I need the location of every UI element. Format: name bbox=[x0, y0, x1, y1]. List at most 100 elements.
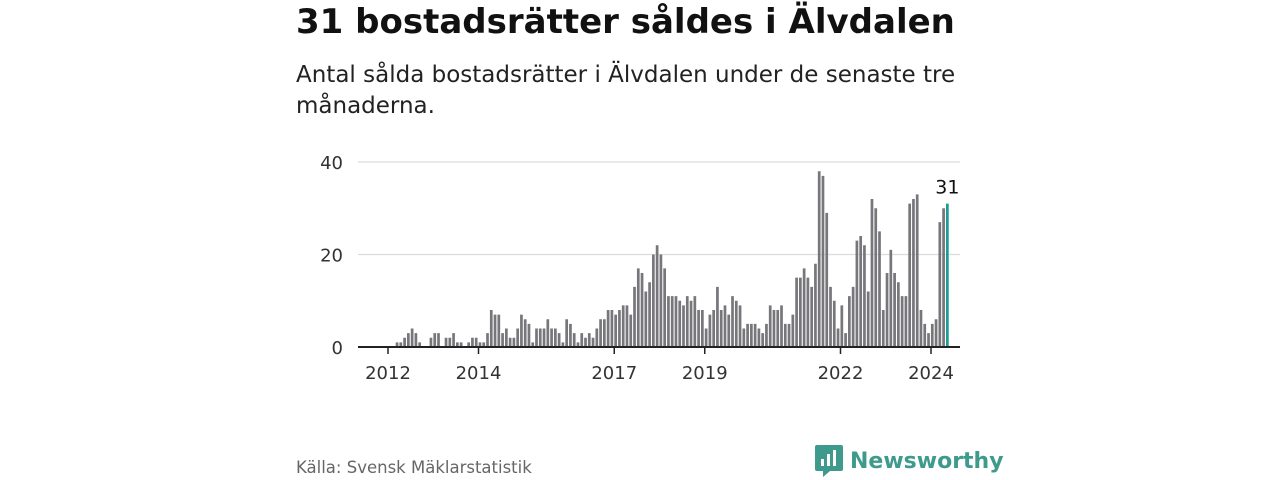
bar-72 bbox=[655, 245, 659, 347]
bar-29 bbox=[493, 314, 497, 348]
bar-43 bbox=[546, 319, 550, 347]
chart-subtitle: Antal sålda bostadsrätter i Älvdalen und… bbox=[296, 62, 956, 119]
bar-12 bbox=[429, 337, 433, 347]
bar-61 bbox=[614, 314, 618, 348]
bar-17 bbox=[448, 337, 452, 347]
bar-121 bbox=[840, 305, 844, 348]
gridlines bbox=[358, 161, 960, 256]
bar-7 bbox=[410, 328, 414, 347]
bar-4 bbox=[399, 342, 403, 348]
bar-88 bbox=[716, 286, 719, 348]
bar-101 bbox=[765, 323, 768, 348]
bar-79 bbox=[682, 305, 685, 348]
bar-14 bbox=[437, 333, 440, 348]
source-note: Källa: Svensk Mäklarstatistik bbox=[296, 458, 532, 477]
bar-129 bbox=[870, 199, 874, 347]
bar-99 bbox=[757, 328, 761, 347]
x-tick-label-2014: 2014 bbox=[456, 363, 502, 384]
bar-81 bbox=[689, 300, 693, 347]
bar-136 bbox=[897, 282, 900, 347]
bar-89 bbox=[719, 310, 723, 347]
bar-145 bbox=[930, 323, 934, 348]
bar-9 bbox=[418, 342, 422, 348]
bar-45 bbox=[554, 328, 557, 347]
bar-41 bbox=[538, 328, 542, 347]
bar-37 bbox=[523, 319, 527, 347]
bar-75 bbox=[667, 296, 670, 348]
bar-16 bbox=[444, 337, 448, 347]
bar-95 bbox=[742, 328, 746, 347]
bar-111 bbox=[802, 268, 806, 348]
bar-87 bbox=[712, 310, 716, 347]
bar-39 bbox=[531, 342, 535, 348]
bar-63 bbox=[621, 305, 625, 348]
labels: 0 20 40 2012 2014 2017 2019 2022 2024 31 bbox=[320, 153, 959, 384]
bar-110 bbox=[799, 277, 802, 348]
bar-128 bbox=[866, 291, 870, 347]
bar-69 bbox=[644, 291, 648, 347]
bar-135 bbox=[893, 273, 896, 347]
bar-13 bbox=[433, 333, 437, 348]
bar-86 bbox=[708, 314, 712, 348]
x-tick-label-2012: 2012 bbox=[365, 363, 411, 384]
bar-24 bbox=[474, 337, 478, 347]
brand-logo[interactable]: Newsworthy bbox=[814, 444, 1004, 478]
bar-82 bbox=[693, 296, 697, 348]
bar-64 bbox=[625, 305, 629, 348]
bar-116 bbox=[821, 175, 825, 348]
bar-138 bbox=[904, 296, 908, 348]
bar-57 bbox=[599, 319, 602, 347]
bar-28 bbox=[489, 310, 493, 347]
bar-65 bbox=[629, 314, 633, 348]
bar-47 bbox=[561, 342, 565, 348]
bar-73 bbox=[659, 254, 663, 347]
bar-32 bbox=[505, 328, 508, 347]
bar-113 bbox=[810, 286, 814, 348]
bar-26 bbox=[482, 342, 486, 348]
bar-125 bbox=[855, 240, 859, 348]
bar-25 bbox=[478, 342, 482, 348]
bar-92 bbox=[731, 296, 734, 348]
bar-58 bbox=[603, 319, 606, 347]
newsworthy-logo-icon bbox=[815, 445, 843, 477]
bar-124 bbox=[851, 286, 855, 348]
x-tick-label-2022: 2022 bbox=[818, 363, 864, 384]
bar-40 bbox=[535, 328, 538, 347]
bar-94 bbox=[738, 305, 742, 348]
bar-137 bbox=[900, 296, 904, 348]
bar-33 bbox=[508, 337, 512, 347]
bar-103 bbox=[772, 310, 776, 347]
bar-48 bbox=[565, 319, 569, 347]
bar-highlight bbox=[946, 203, 949, 348]
bar-80 bbox=[685, 296, 689, 348]
bar-118 bbox=[829, 286, 832, 348]
bar-119 bbox=[832, 300, 836, 347]
bar-34 bbox=[512, 337, 516, 347]
bar-139 bbox=[908, 203, 912, 348]
bar-109 bbox=[795, 277, 798, 348]
bar-76 bbox=[670, 296, 674, 348]
bars bbox=[395, 171, 949, 348]
bar-102 bbox=[768, 305, 772, 348]
bar-20 bbox=[459, 342, 463, 348]
bar-98 bbox=[753, 323, 757, 348]
bar-67 bbox=[636, 268, 640, 348]
bar-78 bbox=[678, 300, 682, 347]
bar-142 bbox=[919, 310, 923, 347]
bar-144 bbox=[927, 333, 930, 348]
bar-93 bbox=[734, 300, 738, 347]
bar-117 bbox=[825, 212, 829, 348]
bar-62 bbox=[618, 310, 621, 347]
y-tick-label-20: 20 bbox=[320, 246, 343, 267]
bar-77 bbox=[674, 296, 678, 348]
bar-147 bbox=[938, 222, 942, 348]
bar-56 bbox=[595, 328, 599, 347]
bar-131 bbox=[878, 231, 881, 348]
bar-91 bbox=[727, 314, 731, 348]
bar-120 bbox=[836, 328, 840, 347]
bar-6 bbox=[407, 333, 410, 348]
bar-108 bbox=[791, 314, 795, 348]
bar-31 bbox=[501, 333, 504, 348]
y-tick-label-40: 40 bbox=[320, 153, 343, 174]
